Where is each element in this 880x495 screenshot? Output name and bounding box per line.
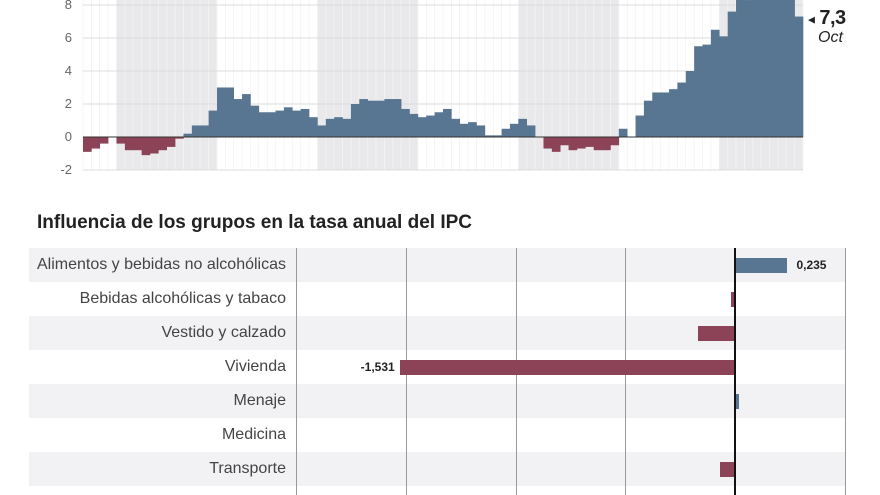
row-label: Menaje: [233, 392, 286, 409]
row-label: Transporte: [209, 460, 286, 477]
bar-value-label: -1,531: [360, 360, 395, 374]
y-tick-label: -2: [60, 162, 72, 177]
row-label: Bebidas alcohólicas y tabaco: [79, 290, 286, 307]
last-value: 7,3: [819, 7, 846, 29]
y-tick-label: 6: [64, 30, 72, 45]
influence-bar: [697, 326, 735, 341]
row-label: Vivienda: [224, 358, 286, 375]
chart-title: Influencia de los grupos en la tasa anua…: [37, 212, 472, 233]
grid-line: [845, 248, 846, 495]
group-influence-chart: Alimentos y bebidas no alcohólicas Bebida…: [0, 248, 880, 495]
last-month: Oct: [818, 29, 843, 46]
chart-row: [29, 384, 845, 418]
last-value-annotation: ◀ 7,3 Oct: [808, 8, 846, 46]
row-label: Alimentos y bebidas no alcohólicas: [36, 256, 286, 273]
influence-bar: [736, 394, 739, 409]
influence-bar: [736, 258, 788, 273]
inflation-bars-svg: [82, 0, 804, 171]
pointer-arrow-icon: ◀: [808, 14, 815, 25]
y-tick-label: 0: [64, 129, 72, 144]
bar-value-label: 0,235: [796, 258, 827, 272]
y-tick-label: 2: [64, 96, 72, 111]
inflation-bar-chart: 8 6 4 2 0 -2 ◀ 7,3 Oct: [0, 0, 880, 185]
row-label: Medicina: [221, 426, 286, 443]
row-label: Vestido y calzado: [161, 324, 286, 341]
influence-bar: [719, 462, 735, 477]
influence-bar: [399, 360, 735, 375]
chart-row: [29, 248, 845, 282]
y-tick-label: 4: [64, 63, 72, 78]
chart-row: [29, 452, 845, 486]
grid-line: [296, 248, 297, 495]
zero-axis-line: [734, 248, 736, 495]
influence-bar: [730, 292, 735, 307]
y-tick-label: 8: [64, 0, 72, 12]
